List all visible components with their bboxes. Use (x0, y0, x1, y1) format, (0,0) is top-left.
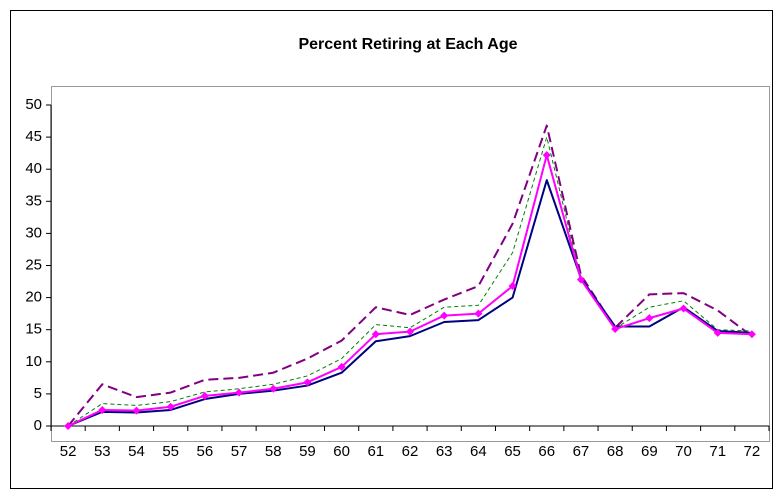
x-tick-label: 66 (538, 443, 555, 460)
data-point (337, 362, 346, 371)
data-point (440, 311, 449, 320)
data-point (303, 378, 312, 387)
x-tick-label: 65 (504, 443, 521, 460)
y-tick-label: 50 (25, 96, 42, 113)
series-line (67, 136, 752, 427)
y-tick-label: 40 (25, 160, 42, 177)
data-point (542, 151, 551, 160)
data-point (713, 328, 722, 337)
data-point (747, 330, 756, 339)
data-point (611, 325, 620, 334)
x-tick-label: 60 (333, 443, 350, 460)
plot-area (51, 86, 770, 442)
x-tick-label: 70 (675, 443, 692, 460)
x-tick-label: 52 (60, 443, 77, 460)
data-point (132, 406, 141, 415)
data-point (645, 314, 654, 323)
data-point (269, 384, 278, 393)
x-tick-label: 53 (94, 443, 111, 460)
y-tick-label: 45 (25, 128, 42, 145)
x-tick-label: 69 (641, 443, 658, 460)
x-tick-label: 67 (573, 443, 590, 460)
x-tick-label: 68 (607, 443, 624, 460)
x-tick-label: 55 (162, 443, 179, 460)
x-tick-label: 56 (197, 443, 214, 460)
x-tick-label: 64 (470, 443, 487, 460)
data-point (474, 309, 483, 318)
x-tick-label: 58 (265, 443, 282, 460)
series-line (67, 124, 753, 427)
data-point (371, 330, 380, 339)
data-point (200, 391, 209, 400)
x-tick-label: 62 (402, 443, 419, 460)
y-tick-label: 30 (25, 224, 42, 241)
x-tick-label: 63 (436, 443, 453, 460)
x-tick-label: 72 (744, 443, 761, 460)
data-point (406, 327, 414, 336)
data-point (235, 388, 244, 397)
y-tick-label: 20 (25, 289, 42, 306)
y-tick-label: 5 (34, 385, 42, 402)
data-point (576, 275, 585, 284)
x-tick-label: 61 (367, 443, 384, 460)
x-tick-label: 71 (709, 443, 726, 460)
data-point (98, 405, 107, 414)
y-tick-label: 25 (25, 256, 42, 273)
data-point (508, 282, 517, 291)
chart-title: Percent Retiring at Each Age (298, 36, 517, 53)
data-point (64, 422, 73, 430)
x-tick-label: 59 (299, 443, 316, 460)
data-point (679, 304, 688, 313)
x-tick-label: 54 (128, 443, 145, 460)
y-tick-label: 0 (34, 417, 42, 434)
data-point (166, 402, 175, 411)
y-tick-label: 35 (25, 192, 42, 209)
x-tick-label: 57 (231, 443, 248, 460)
series-line (67, 179, 752, 427)
y-tick-label: 10 (25, 353, 42, 370)
y-tick-label: 15 (25, 321, 42, 338)
